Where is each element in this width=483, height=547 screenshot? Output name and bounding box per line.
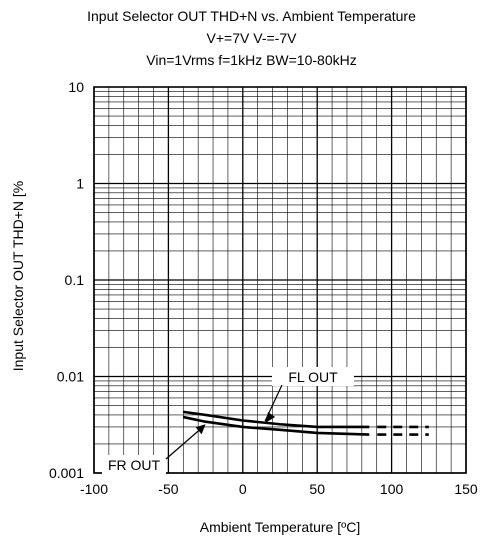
y-axis-label: Input Selector OUT THD+N [% bbox=[10, 180, 26, 372]
fr-out-arrowhead bbox=[195, 424, 206, 435]
x-tick-label: 50 bbox=[309, 481, 325, 497]
y-tick-label: 10 bbox=[68, 79, 84, 95]
fr-out-label: FR OUT bbox=[108, 457, 161, 473]
x-tick-label: 100 bbox=[380, 481, 404, 497]
x-tick-label: -50 bbox=[158, 481, 178, 497]
fl-out-arrowhead bbox=[265, 411, 276, 423]
y-tick-label: 0.001 bbox=[49, 465, 84, 481]
chart-subtitle-line-1: V+=7V V-=-7V bbox=[206, 30, 297, 46]
plot-frame bbox=[93, 86, 467, 474]
x-tick-label: -100 bbox=[80, 481, 108, 497]
x-tick-label: 0 bbox=[239, 481, 247, 497]
series-fl-out-line bbox=[183, 410, 370, 429]
y-tick-label: 0.01 bbox=[57, 369, 84, 385]
y-tick-label: 0.1 bbox=[65, 272, 85, 288]
x-axis-label: Ambient Temperature [ºC] bbox=[199, 519, 361, 535]
fl-out-label: FL OUT bbox=[288, 369, 338, 385]
fr-out-label-bg bbox=[102, 455, 166, 474]
x-tick-label: 150 bbox=[454, 481, 478, 497]
chart-title: Input Selector OUT THD+N vs. Ambient Tem… bbox=[87, 8, 416, 24]
chart-subtitle-line-2: Vin=1Vrms f=1kHz BW=10-80kHz bbox=[146, 52, 357, 68]
series-fr-out-line bbox=[183, 415, 370, 436]
y-tick-label: 1 bbox=[76, 176, 84, 192]
fl-out-label-bg bbox=[272, 367, 354, 386]
fr-out-arrow bbox=[165, 426, 203, 460]
